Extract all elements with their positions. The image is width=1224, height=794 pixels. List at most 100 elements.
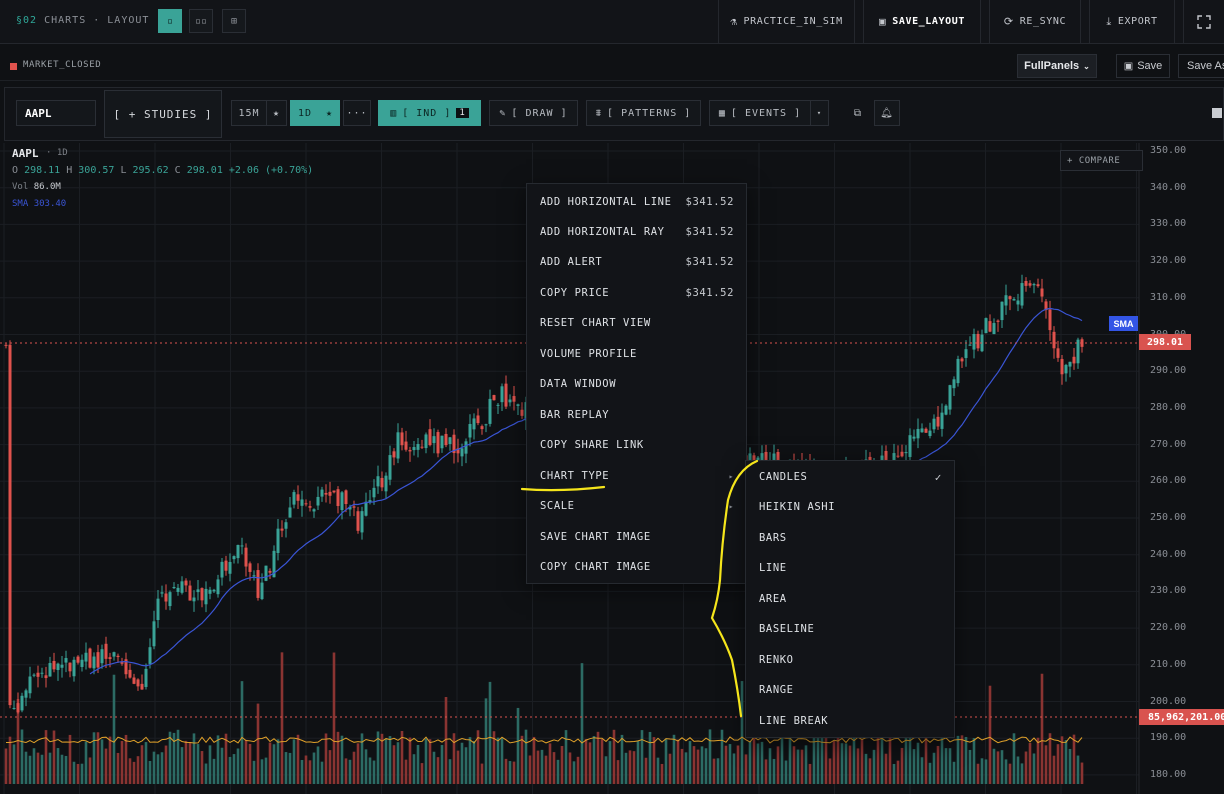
volume-bar (448, 759, 452, 784)
favorite-1d-star-icon[interactable]: ★ (319, 100, 340, 126)
menu-add-alert[interactable]: ADD ALERT $341.52 (540, 256, 734, 268)
volume-bar (696, 749, 700, 784)
events-dropdown-chevron-icon[interactable]: ▾ (810, 100, 829, 126)
panel-toggle-icon[interactable] (1212, 108, 1222, 118)
volume-bar (1056, 744, 1060, 784)
save-as-button[interactable]: Save As (1178, 54, 1224, 78)
menu-copy-chart-image[interactable]: COPY CHART IMAGE (540, 561, 651, 573)
candle-body (348, 506, 352, 510)
layout-grid-button[interactable]: ⊞ (222, 9, 246, 33)
chart-type-bars[interactable]: BARS (759, 532, 787, 544)
sma-price-tag: SMA (1109, 316, 1138, 331)
timeframe-15m-button[interactable]: 15M (231, 100, 267, 126)
menu-bar-replay[interactable]: BAR REPLAY (540, 409, 610, 421)
menu-scale[interactable]: SCALE ▸ (540, 500, 734, 512)
volume-bar (248, 743, 252, 784)
chart-type-candles[interactable]: CANDLES ✓ (759, 470, 942, 484)
chart-type-renko[interactable]: RENKO (759, 654, 794, 666)
events-button[interactable]: ▦[ EVENTS ] (709, 100, 811, 126)
layout-select[interactable]: FullPanels ⌄ (1017, 54, 1097, 78)
floppy-icon: ▣ (1123, 60, 1134, 72)
save-layout-button[interactable]: ▣ SAVE_LAYOUT (863, 0, 981, 43)
chart-type-area[interactable]: AREA (759, 593, 787, 605)
chart-type-line[interactable]: LINE (759, 562, 787, 574)
chart-type-heikin-ashi[interactable]: HEIKIN ASHI (759, 501, 836, 513)
patterns-button[interactable]: ⩩[ PATTERNS ] (586, 100, 701, 126)
practice-in-sim-button[interactable]: ⚗ PRACTICE_IN_SIM (718, 0, 855, 43)
candle-body (8, 344, 12, 706)
candle-body (376, 476, 380, 487)
volume-bar (968, 749, 972, 784)
favorite-15m-star-icon[interactable]: ★ (266, 100, 287, 126)
volume-bar (996, 751, 1000, 784)
layout-dual-button[interactable]: ▫▫ (189, 9, 213, 33)
chart-type-range[interactable]: RANGE (759, 684, 794, 696)
indicators-button[interactable]: ▥[ IND ] 1 (378, 100, 481, 126)
volume-bar (796, 749, 800, 784)
candle-body (164, 593, 168, 602)
price-axis-label: 320.00 (1150, 255, 1187, 267)
volume-bar (524, 729, 528, 784)
volume-bar (132, 761, 136, 784)
candle-body (136, 679, 140, 687)
candle-body (920, 428, 924, 433)
volume-bar (908, 737, 912, 784)
resync-button[interactable]: ⟳ RE_SYNC (989, 0, 1081, 43)
compare-button[interactable]: + COMPARE (1060, 150, 1143, 171)
volume-bar (268, 742, 272, 784)
volume-bar (244, 739, 248, 784)
chevron-down-icon: ⌄ (1083, 61, 1090, 71)
candle-body (1004, 295, 1008, 306)
chart-type-baseline[interactable]: BASELINE (759, 623, 815, 635)
bell-icon[interactable]: 🔔︎ (874, 100, 900, 126)
price-axis-label: 260.00 (1150, 475, 1187, 487)
chart-type-line-break[interactable]: LINE BREAK (759, 715, 829, 727)
candle-body (324, 492, 328, 495)
symbol-input[interactable]: AAPL (16, 100, 96, 126)
external-link-icon[interactable]: ⧉ (853, 107, 863, 119)
more-timeframes-button[interactable]: ··· (343, 100, 371, 126)
menu-chart-type[interactable]: CHART TYPE ▸ (540, 470, 734, 482)
price-axis-label: 180.00 (1150, 768, 1187, 780)
save-button[interactable]: ▣ Save (1116, 54, 1170, 78)
menu-data-window[interactable]: DATA WINDOW (540, 378, 617, 390)
volume-bar (844, 743, 848, 784)
volume-bar (716, 758, 720, 784)
menu-copy-share-link[interactable]: COPY SHARE LINK (540, 439, 644, 451)
fullscreen-button[interactable] (1183, 0, 1224, 43)
studies-button[interactable]: [ + STUDIES ] (104, 90, 222, 138)
candle-body (256, 570, 260, 598)
candle-body (156, 598, 160, 621)
candle-body (276, 528, 280, 554)
timeframe-1d-button[interactable]: 1D (290, 100, 320, 126)
menu-add-horizontal-ray[interactable]: ADD HORIZONTAL RAY $341.52 (540, 226, 734, 238)
candle-body (996, 320, 1000, 322)
layout-single-button[interactable]: ▫ (158, 9, 182, 33)
volume-bar (232, 754, 236, 784)
volume-bar (444, 697, 448, 784)
menu-reset-chart-view[interactable]: RESET CHART VIEW (540, 317, 651, 329)
volume-bar (380, 733, 384, 784)
volume-bar (860, 738, 864, 784)
export-button[interactable]: ⤓ EXPORT (1089, 0, 1175, 43)
menu-add-horizontal-line[interactable]: ADD HORIZONTAL LINE $341.52 (540, 196, 734, 208)
draw-button[interactable]: ✎[ DRAW ] (489, 100, 578, 126)
volume-bar (196, 744, 200, 784)
volume-bar (984, 759, 988, 784)
candle-body (148, 647, 152, 664)
menu-save-chart-image[interactable]: SAVE CHART IMAGE (540, 531, 651, 543)
menu-copy-price[interactable]: COPY PRICE $341.52 (540, 287, 734, 299)
menu-volume-profile[interactable]: VOLUME PROFILE (540, 348, 637, 360)
volume-bar (748, 741, 752, 784)
volume-bar (172, 732, 176, 784)
volume-bar (460, 742, 464, 784)
volume-bar (180, 747, 184, 784)
download-icon: ⤓ (1106, 14, 1112, 28)
candle-body (264, 565, 268, 581)
candle-body (972, 334, 976, 350)
price-axis-label: 200.00 (1150, 695, 1187, 707)
volume-bar (776, 746, 780, 784)
volume-bar (472, 740, 476, 784)
volume-bar (456, 750, 460, 784)
candle-body (4, 344, 8, 346)
